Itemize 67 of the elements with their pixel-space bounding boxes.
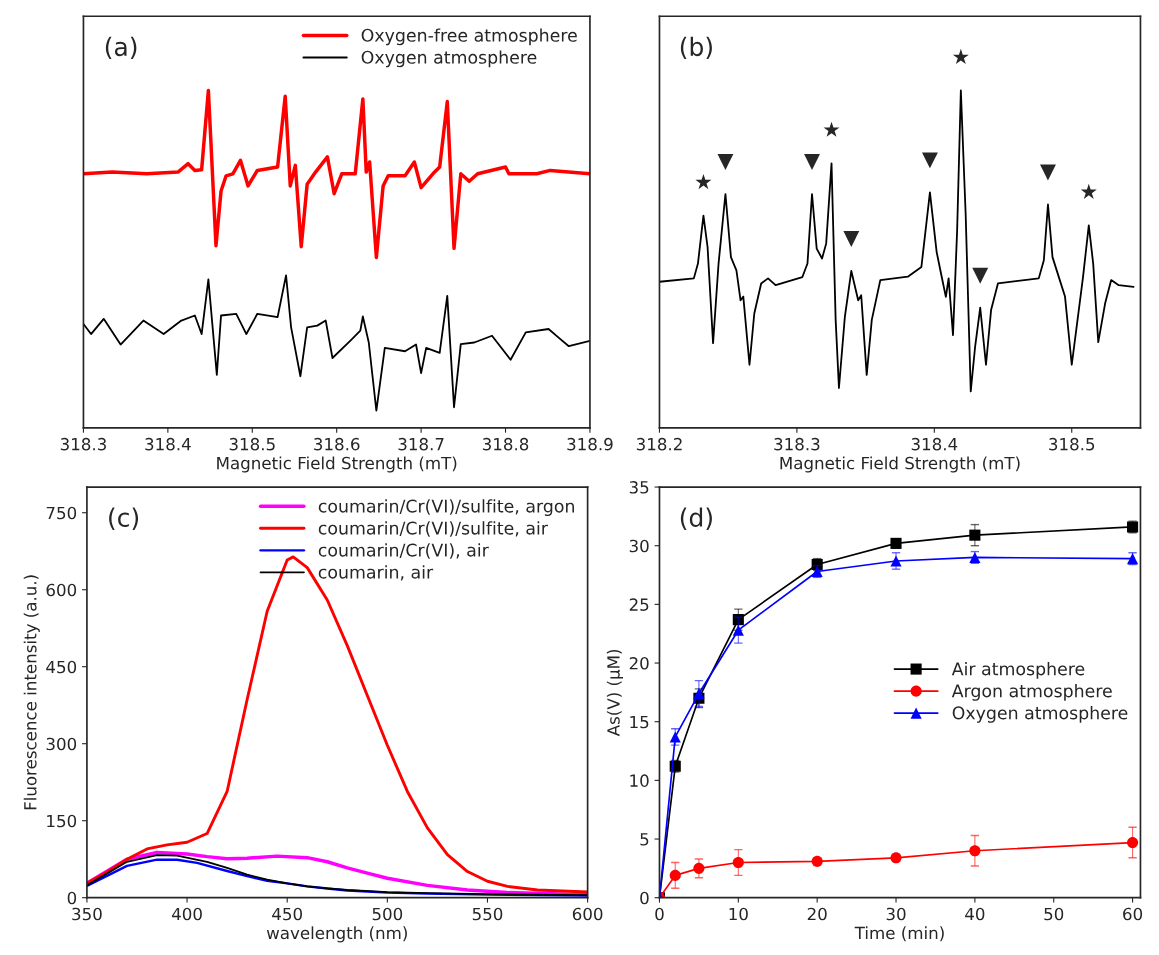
y-tick-label: 450 (46, 660, 77, 674)
y-tick-label: 600 (46, 583, 77, 597)
x-tick-label: 40 (965, 907, 985, 921)
y-axis-title: As(V) (μM) (606, 649, 623, 737)
y-tick-label: 300 (46, 737, 77, 751)
annotation: ▼ (1040, 164, 1056, 181)
x-tick-label: 318.8 (482, 437, 529, 451)
text: (a) (105, 36, 137, 60)
x-tick-label: 450 (272, 907, 302, 921)
annotation: ★ (1080, 183, 1097, 199)
x-axis-title: Magnetic Field Strength (mT) (217, 456, 457, 473)
y-tick-label: 20 (629, 657, 649, 670)
annotation: (c) (109, 507, 139, 530)
legend-label: coumarin/Cr(VI)/sulfite, air (318, 521, 548, 537)
annotation: ★ (823, 121, 840, 137)
annotation: ▼ (921, 152, 938, 169)
x-tick-label: 500 (372, 907, 403, 921)
legend-label: Oxygen-free atmosphere (361, 28, 577, 46)
x-tick-label: 318.4 (145, 437, 191, 451)
text: (b) (680, 36, 712, 60)
legend-label: coumarin/Cr(VI)/sulfite, argon (318, 499, 574, 517)
annotation: ▼ (843, 231, 860, 247)
x-tick-label: 318.3 (774, 437, 820, 451)
x-tick-label: 50 (1044, 907, 1064, 921)
y-tick-label: 15 (630, 715, 649, 729)
x-tick-label: 318.5 (1049, 437, 1095, 451)
y-tick-label: 150 (47, 814, 77, 828)
y-tick-label: 35 (629, 481, 649, 494)
x-tick-label: 350 (72, 907, 102, 921)
x-axis-title: Time (min) (854, 926, 944, 942)
x-tick-label: 318.9 (567, 437, 613, 451)
y-tick-label: 25 (629, 598, 649, 611)
legend-label: Argon atmosphere (951, 683, 1112, 701)
legend-label: coumarin/Cr(VI), air (318, 543, 489, 559)
x-tick-label: 400 (171, 907, 202, 921)
x-tick-label: 550 (472, 907, 503, 921)
x-tick-label: 318.4 (911, 437, 958, 451)
x-tick-label: 318.7 (398, 437, 444, 451)
x-tick-label: 318.5 (229, 437, 275, 451)
x-tick-label: 0 (655, 907, 664, 921)
x-tick-label: 318.6 (314, 437, 360, 451)
x-tick-label: 600 (572, 907, 603, 921)
y-tick-label: 750 (46, 506, 77, 520)
legend-label: Oxygen atmosphere (361, 50, 537, 68)
annotation: ▼ (972, 267, 989, 284)
y-axis-title: Fluorescence intensity (a.u.) (23, 575, 40, 810)
annotation: ★ (952, 48, 969, 64)
y-tick-label: 10 (630, 774, 649, 787)
y-tick-label: 5 (640, 833, 649, 846)
annotation: ★ (695, 174, 712, 190)
x-tick-label: 318.2 (636, 437, 682, 451)
y-tick-label: 0 (640, 891, 649, 905)
x-tick-label: 20 (807, 907, 827, 921)
y-tick-label: 0 (67, 891, 77, 905)
legend-label: Oxygen atmosphere (952, 705, 1128, 723)
annotation: (d) (680, 507, 712, 530)
x-tick-label: 10 (729, 907, 748, 921)
y-tick-label: 30 (629, 539, 649, 553)
x-tick-label: 30 (886, 907, 906, 921)
x-axis-title: wavelength (nm) (266, 926, 407, 943)
x-axis-title: Magnetic Field Strength (mT) (780, 456, 1020, 473)
legend-label: coumarin, air (318, 565, 434, 581)
legend-label: Air atmosphere (951, 661, 1085, 679)
x-tick-label: 318.3 (60, 437, 106, 451)
annotation: ▼ (717, 154, 734, 171)
x-tick-label: 60 (1123, 907, 1143, 921)
annotation: ▼ (804, 154, 820, 171)
